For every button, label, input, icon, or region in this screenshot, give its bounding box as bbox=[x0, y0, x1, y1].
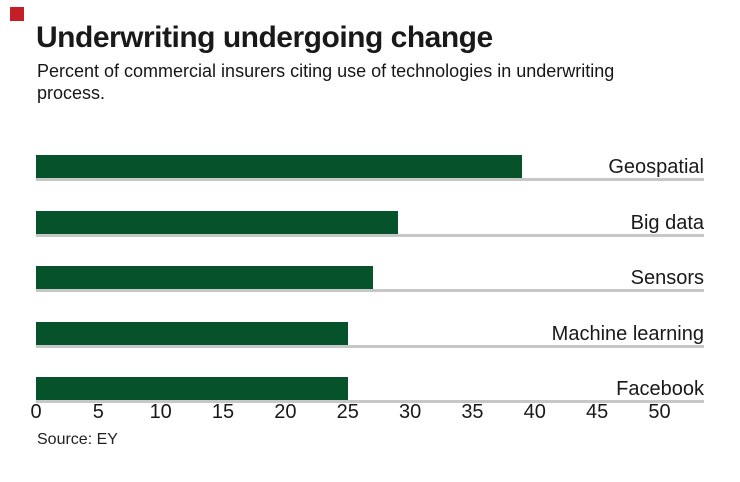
chart-subtitle: Percent of commercial insurers citing us… bbox=[37, 61, 615, 103]
bar-row: Facebook bbox=[36, 377, 704, 403]
bar-row: Geospatial bbox=[36, 155, 704, 181]
bar-baseline bbox=[36, 400, 704, 403]
x-axis: 0 5 10 15 20 25 30 35 40 45 50 bbox=[30, 401, 704, 425]
category-label: Geospatial bbox=[608, 156, 704, 178]
bar-baseline bbox=[36, 344, 704, 348]
source-note: Source: EY bbox=[37, 431, 118, 448]
x-tick-label: 45 bbox=[586, 401, 609, 423]
x-tick-label: 5 bbox=[92, 401, 104, 423]
x-tick-label: 40 bbox=[523, 401, 546, 423]
bar-baseline bbox=[36, 178, 704, 181]
bar-sensors bbox=[36, 266, 373, 289]
x-tick-label: 20 bbox=[274, 401, 297, 423]
bar-facebook bbox=[36, 377, 348, 400]
bar-machine-learning bbox=[36, 321, 348, 345]
x-tick-label: 10 bbox=[149, 401, 172, 423]
category-label: Sensors bbox=[630, 267, 704, 289]
bar-row: Machine learning bbox=[36, 321, 704, 348]
bar-row: Sensors bbox=[36, 266, 704, 292]
category-label: Big data bbox=[630, 211, 704, 234]
bar-row: Big data bbox=[36, 210, 704, 237]
bar-baseline bbox=[36, 289, 704, 292]
x-tick-label: 30 bbox=[398, 401, 422, 423]
category-label: Machine learning bbox=[551, 322, 704, 345]
bar-geospatial bbox=[36, 155, 523, 178]
bar-baseline bbox=[36, 233, 704, 237]
chart-title: Underwriting undergoing change bbox=[36, 21, 493, 54]
x-tick-label: 35 bbox=[461, 401, 484, 423]
category-label: Facebook bbox=[616, 378, 704, 400]
bar-big-data bbox=[36, 210, 398, 234]
bar-chart-plot-area: Geospatial Big data Sensors Machine learnin… bbox=[36, 155, 704, 433]
x-tick-label: 50 bbox=[648, 401, 671, 423]
x-tick-label: 0 bbox=[30, 401, 42, 423]
x-tick-label: 25 bbox=[336, 401, 359, 423]
x-tick-label: 15 bbox=[211, 401, 235, 423]
brand-logo-square-icon bbox=[10, 7, 24, 21]
